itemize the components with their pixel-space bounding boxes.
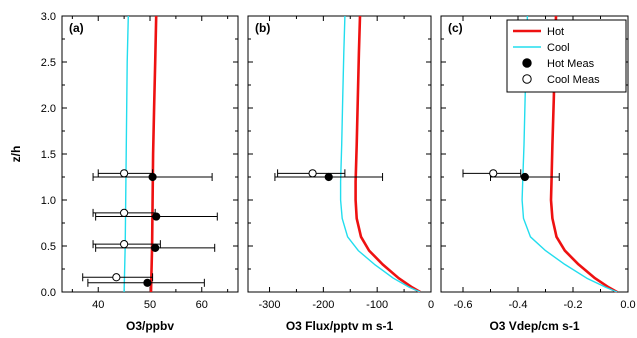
x-tick-label: 60: [196, 299, 208, 311]
x-tick-label: 50: [144, 299, 156, 311]
panel-frame: [247, 15, 432, 293]
y-tick-label: 1.5: [41, 149, 56, 161]
panel-label: (b): [255, 21, 270, 35]
y-tick-label: 2.0: [41, 103, 56, 115]
x-tick-label: -0.6: [454, 299, 473, 311]
legend-entry-label: Cool: [547, 42, 570, 54]
panel-b: -300 -200 -100 0 O3 Flux/pptv m s-1 (b): [247, 15, 434, 333]
y-axis-title: z/h: [9, 146, 23, 163]
cool-meas-point: [120, 208, 129, 217]
x-axis-title: O3 Flux/pptv m s-1: [286, 319, 394, 333]
legend-swatch-marker: [522, 74, 532, 84]
y-tick-label: 2.5: [41, 57, 56, 69]
x-tick-label: -300: [259, 299, 281, 311]
hot-meas-point: [151, 243, 160, 252]
x-tick-label: 0: [428, 299, 434, 311]
legend-entry-label: Hot: [547, 26, 564, 38]
legend: Hot Cool Hot Meas Cool Meas: [506, 19, 627, 93]
cool-meas-point: [120, 169, 129, 178]
panel-frame: [61, 15, 239, 293]
y-tick-label: 1.0: [41, 195, 56, 207]
series-line-cool: [123, 15, 129, 293]
series-line-hot: [354, 15, 421, 294]
x-tick-label: 0.0: [620, 299, 635, 311]
series-line-hot: [549, 15, 618, 294]
legend-swatch-marker: [522, 58, 532, 68]
x-axis-title: O3 Vdep/cm s-1: [489, 319, 579, 333]
series-line-cool: [521, 15, 618, 293]
panel-c: -0.6 -0.4 -0.2 0.0O3 Vdep/cm s-1(c) HotCoolH…: [440, 15, 636, 333]
cool-meas-point: [308, 169, 317, 178]
x-axis-title: O3/ppbv: [126, 319, 174, 333]
hot-meas-point: [143, 278, 152, 287]
panel-label: (a): [69, 21, 84, 35]
hot-meas-point: [152, 212, 161, 221]
cool-meas-point: [489, 169, 498, 178]
legend-entry-label: Hot Meas: [547, 58, 595, 70]
y-tick-label: 0.0: [41, 287, 56, 299]
x-tick-label: -0.4: [509, 299, 528, 311]
x-tick-label: -200: [312, 299, 334, 311]
hot-meas-point: [520, 172, 529, 182]
x-tick-label: -0.2: [564, 299, 583, 311]
panel-a: 0.0 0.5 1.0 1.5 2.0 2.5 3.0 40 50 60 O3/ppbv (a): [41, 11, 239, 333]
y-tick-label: 3.0: [41, 11, 56, 23]
series-line-cool: [339, 15, 421, 293]
legend-entry-label: Cool Meas: [547, 74, 600, 86]
cool-meas-point: [120, 240, 129, 249]
cool-meas-point: [112, 273, 121, 282]
hot-meas-point: [324, 172, 333, 182]
y-tick-label: 0.5: [41, 241, 56, 253]
x-tick-label: 40: [92, 299, 104, 311]
x-tick-label: -100: [366, 299, 388, 311]
panel-label: (c): [448, 21, 463, 35]
